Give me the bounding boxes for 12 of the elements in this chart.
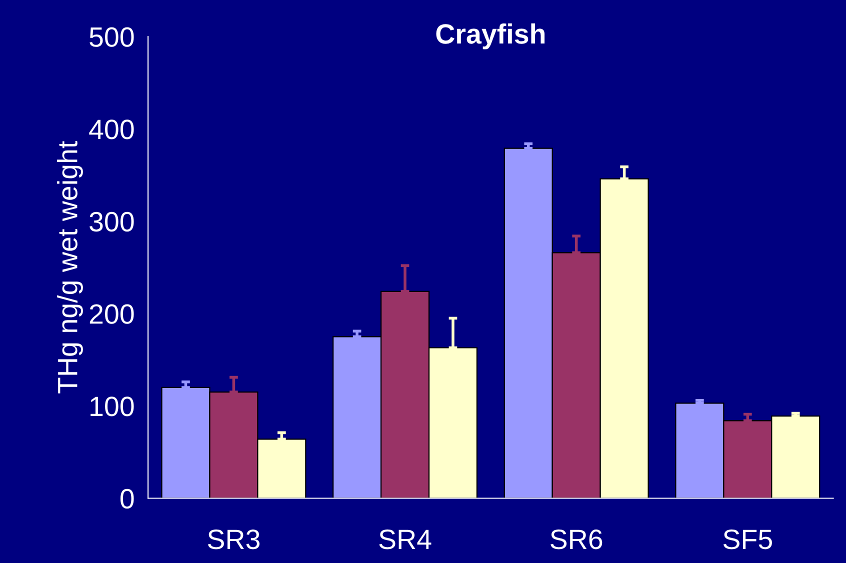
x-tick-label: SF5 bbox=[723, 530, 772, 550]
y-tick-label: 100 bbox=[90, 396, 134, 416]
y-axis-title: THg ng/g wet weight bbox=[57, 141, 83, 394]
y-tick-label: 200 bbox=[90, 304, 134, 324]
x-tick-label: SR4 bbox=[379, 530, 432, 550]
x-tick-label: SR3 bbox=[208, 530, 260, 550]
x-tick-label: SR6 bbox=[550, 530, 602, 550]
y-tick-label: 0 bbox=[120, 488, 134, 509]
y-tick-label: 400 bbox=[89, 120, 134, 140]
chart-title: Crayfish bbox=[436, 23, 545, 50]
y-tick-label: 300 bbox=[90, 212, 134, 232]
y-tick-label: 500 bbox=[90, 27, 134, 47]
